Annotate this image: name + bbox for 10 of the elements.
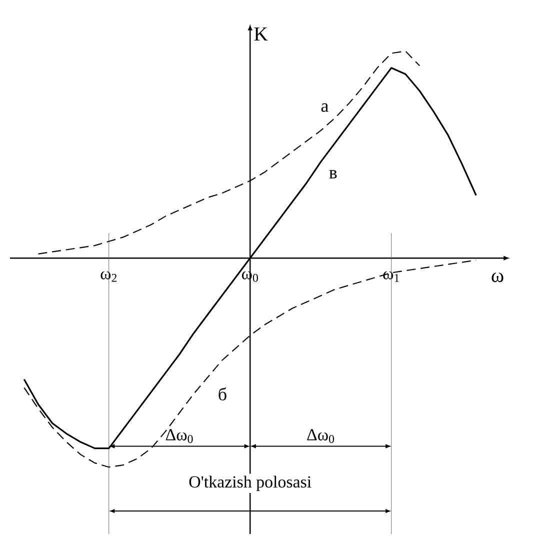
series-label: б bbox=[218, 387, 226, 400]
x-tick-label: ω$_{1}$ bbox=[383, 271, 399, 282]
text: O'tkazish polosasi bbox=[189, 476, 312, 492]
series-label: в bbox=[329, 170, 337, 178]
annotation: Δω$_{0}$ bbox=[307, 429, 334, 443]
x-tick-label: ω$_{2}$ bbox=[100, 271, 117, 282]
series-label: a bbox=[321, 103, 328, 112]
annotation: Δω$_{0}$ bbox=[166, 429, 193, 443]
y-axis-title: K bbox=[254, 28, 268, 41]
x-axis-title: ω bbox=[492, 272, 504, 282]
